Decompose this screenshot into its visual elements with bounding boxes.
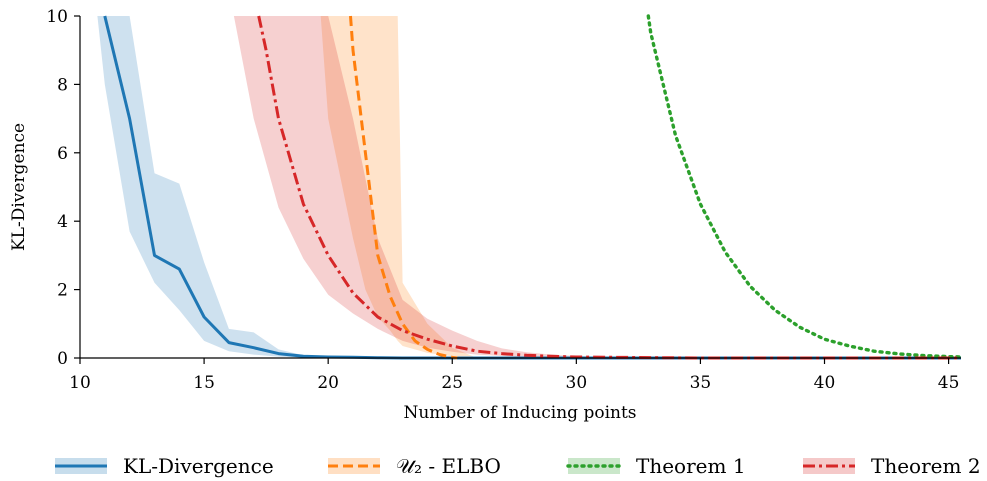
legend-swatch-elbo-1 <box>328 458 380 474</box>
y-ticks: 0 2 4 6 8 10 <box>46 7 80 369</box>
x-tick-label-7: 45 <box>938 373 960 393</box>
line-kl-divergence-0 <box>103 15 961 360</box>
y-tick-label-5: 10 <box>46 7 68 27</box>
x-axis-title: Number of Inducing points <box>403 403 636 423</box>
x-tick-label-2: 20 <box>317 373 339 393</box>
legend-label-theorem-2-3: Theorem 2 <box>871 454 981 478</box>
x-ticks: 10 15 20 25 30 35 40 45 <box>69 358 959 393</box>
legend-swatch-theorem-1-2 <box>568 458 620 474</box>
legend-label-elbo-1: 𝒰₂ - ELBO <box>396 454 501 478</box>
y-tick-label-1: 2 <box>57 281 68 301</box>
x-tick-label-4: 30 <box>566 373 588 393</box>
line-theorem-2-3 <box>257 15 961 360</box>
line-theorem-1-2 <box>646 14 963 359</box>
x-tick-label-3: 25 <box>441 373 463 393</box>
line-elbo-1 <box>349 15 458 360</box>
y-axis-title: KL-Divergence <box>9 123 29 251</box>
y-tick-label-0: 0 <box>57 349 68 369</box>
axes <box>79 16 961 359</box>
band-elbo-1 <box>320 16 478 358</box>
legend-label-kl-divergence-0: KL-Divergence <box>123 454 274 478</box>
band-theorem-2-3 <box>233 16 626 358</box>
band-kl-divergence-0 <box>97 16 329 358</box>
legend-label-theorem-1-2: Theorem 1 <box>636 454 746 478</box>
x-tick-label-5: 35 <box>690 373 712 393</box>
series-lines <box>103 14 963 360</box>
confidence-bands <box>97 16 626 358</box>
y-tick-label-4: 8 <box>57 75 68 95</box>
y-tick-label-2: 4 <box>57 212 68 232</box>
x-tick-label-6: 40 <box>814 373 836 393</box>
y-tick-label-3: 6 <box>57 144 68 164</box>
x-tick-label-1: 15 <box>193 373 215 393</box>
x-tick-label-0: 10 <box>69 373 91 393</box>
legend: KL-Divergence 𝒰₂ - ELBO Theorem 1 Theorem 2 <box>55 454 981 478</box>
